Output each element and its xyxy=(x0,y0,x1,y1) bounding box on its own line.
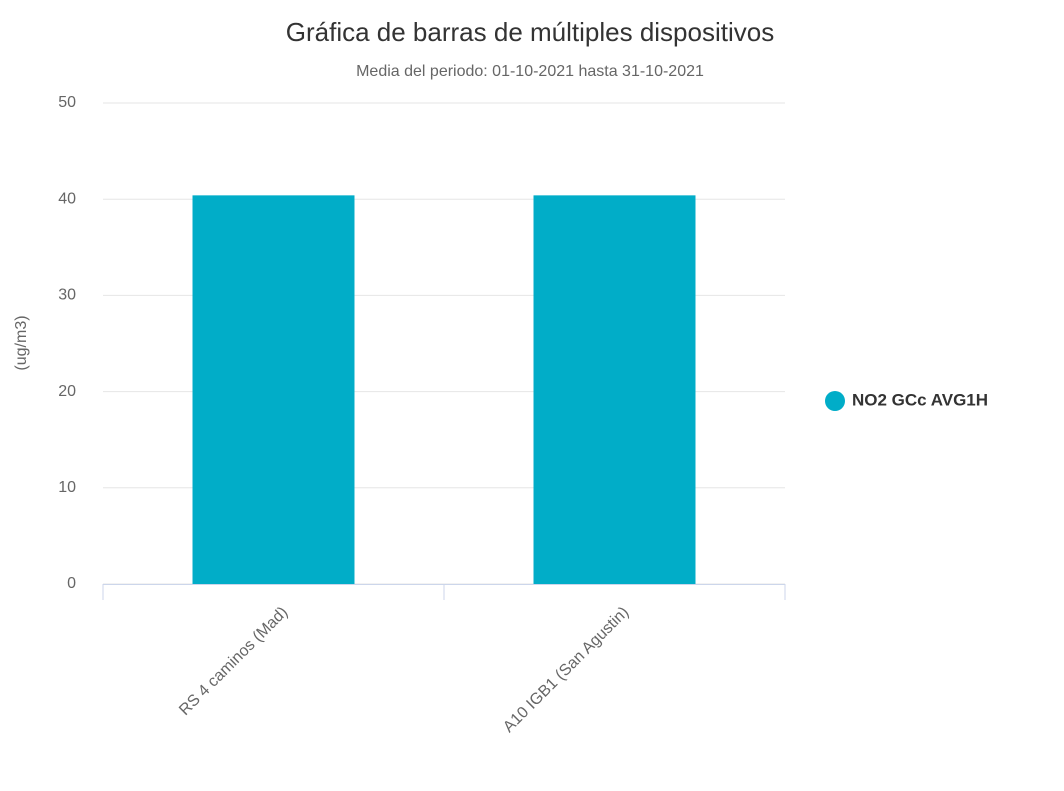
legend-label[interactable]: NO2 GCc AVG1H xyxy=(852,390,988,409)
x-tick-label: A10 IGB1 (San Agustin) xyxy=(500,604,632,736)
x-tick-label: RS 4 caminos (Mad) xyxy=(176,604,291,719)
y-tick-label: 0 xyxy=(67,575,76,592)
y-tick-label: 10 xyxy=(58,479,76,496)
legend-marker xyxy=(825,391,845,411)
bar xyxy=(192,195,355,585)
chart-title: Gráfica de barras de múltiples dispositi… xyxy=(286,17,774,47)
chart-subtitle: Media del periodo: 01-10-2021 hasta 31-1… xyxy=(356,63,704,80)
y-tick-label: 50 xyxy=(58,94,76,111)
y-tick-label: 40 xyxy=(58,190,76,207)
bar xyxy=(533,195,696,585)
y-tick-label: 30 xyxy=(58,287,76,304)
y-tick-label: 20 xyxy=(58,383,76,400)
y-axis-label: (ug/m3) xyxy=(13,315,30,370)
